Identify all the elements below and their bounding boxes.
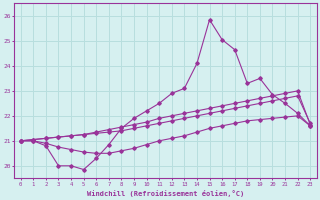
X-axis label: Windchill (Refroidissement éolien,°C): Windchill (Refroidissement éolien,°C): [87, 190, 244, 197]
